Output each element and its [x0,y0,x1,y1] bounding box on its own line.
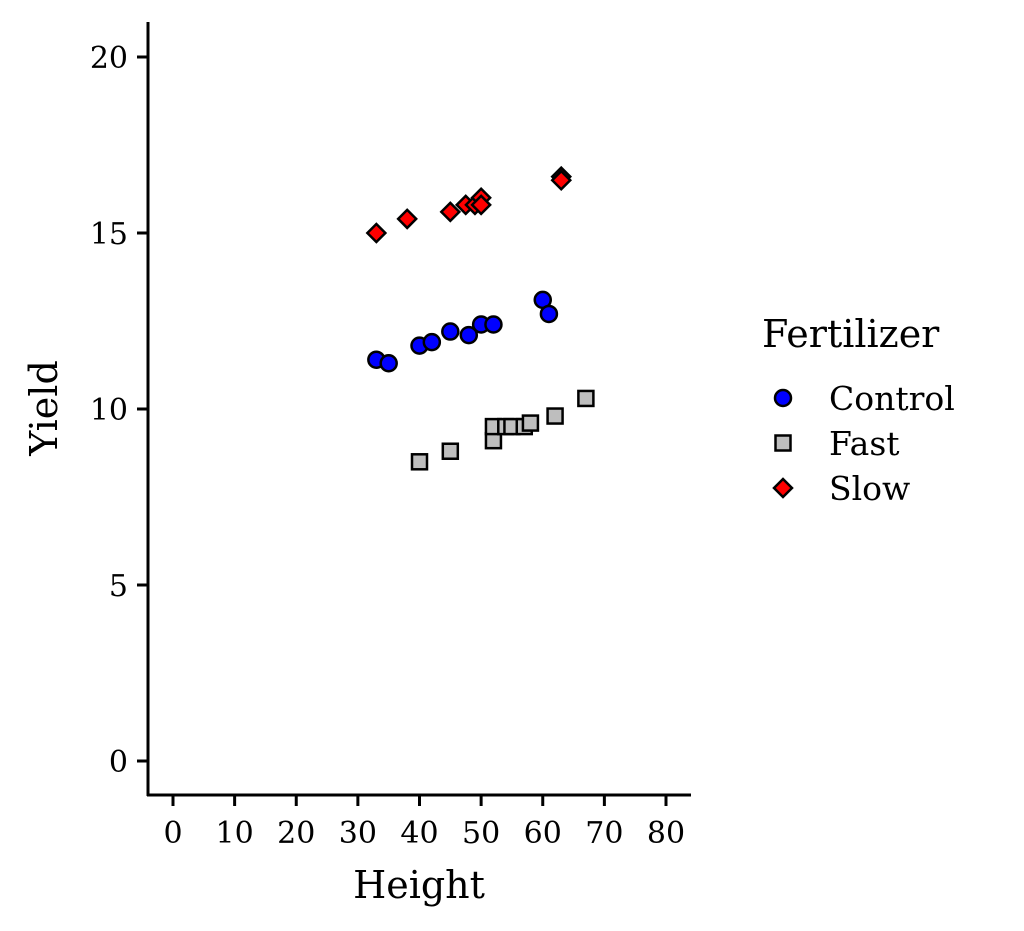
y-tick-label: 20 [90,41,128,76]
point-control [441,322,460,341]
y-axis-label: Yield [22,360,66,457]
legend: Fertilizer Control Fast Slow [762,312,955,508]
x-tick-label: 30 [339,816,377,851]
legend-marker-slow [772,477,794,499]
point-slow [439,201,462,223]
point-fast [441,442,460,460]
point-fast [484,431,503,450]
legend-label-fast: Fast [829,424,900,463]
legend-title: Fertilizer [762,312,940,356]
point-control [422,332,442,352]
point-control [484,315,503,334]
y-tick-label: 5 [109,569,128,604]
point-control [379,353,398,373]
x-tick-label: 10 [216,816,254,851]
x-tick-label: 40 [400,816,438,851]
x-tick-label: 80 [647,816,685,851]
legend-label-slow: Slow [829,469,910,508]
x-tick-label: 20 [277,816,315,851]
y-tick-label: 10 [90,393,128,428]
axes: 0 10 20 30 40 50 60 70 80 0 5 10 15 20 [90,22,691,851]
legend-marker-control [773,388,793,408]
point-slow [365,222,388,244]
legend-label-control: Control [829,379,955,418]
point-slow [550,169,573,191]
data-points [365,165,595,471]
point-slow [470,194,492,216]
point-slow [396,208,418,230]
point-fast [546,407,564,425]
x-axis-label: Height [353,863,485,907]
point-fast [410,453,429,471]
y-tick-label: 0 [109,745,128,780]
point-control [459,325,479,345]
y-tick-label: 15 [90,217,128,252]
x-tick-label: 0 [163,816,182,851]
point-control [539,304,559,324]
x-tick-label: 50 [462,816,500,851]
x-tick-label: 60 [524,816,562,851]
point-fast [521,414,540,432]
point-fast [577,389,595,408]
x-tick-label: 70 [585,816,623,851]
legend-marker-fast [774,434,792,452]
